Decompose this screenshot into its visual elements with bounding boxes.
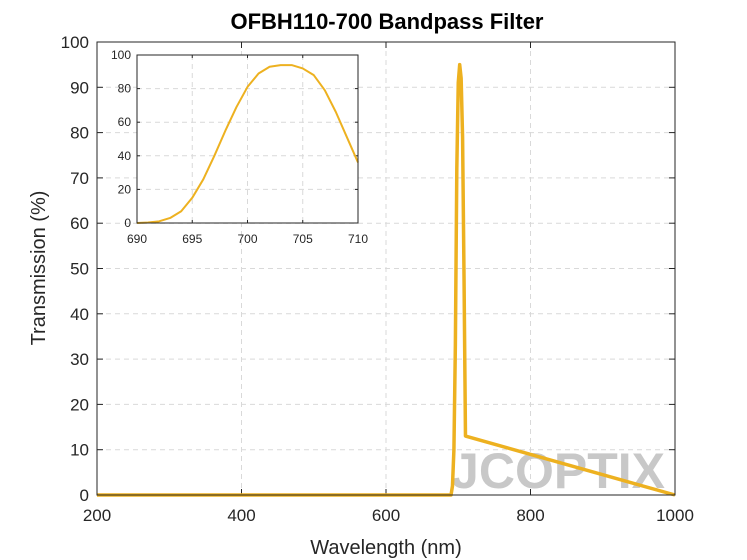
main-y-tick-label: 30 [70,350,89,369]
inset-plot-frame [136,54,359,224]
main-grid [97,42,675,495]
inset-y-tick-label: 100 [111,48,131,62]
watermark: JCOPTIX [451,443,665,499]
inset-y-tick-label: 20 [118,182,132,196]
main-y-tick-label: 90 [70,78,89,97]
inset-y-tick-label: 60 [118,115,132,129]
inset-x-tick-label: 710 [348,232,368,246]
main-y-tick-label: 100 [61,33,89,52]
main-y-tick-label: 0 [80,486,89,505]
inset-y-tick-label: 40 [118,149,132,163]
inset-x-tick-label: 705 [293,232,313,246]
inset-x-tick-label: 695 [182,232,202,246]
main-x-tick-label: 200 [83,506,111,525]
inset-x-tick-label: 700 [237,232,257,246]
chart-title: OFBH110-700 Bandpass Filter [230,9,543,34]
main-y-tick-label: 50 [70,260,89,279]
inset-series-line [136,64,359,224]
main-x-tick-label: 600 [372,506,400,525]
main-y-tick-label: 60 [70,214,89,233]
main-y-tick-label: 20 [70,395,89,414]
x-axis-label: Wavelength (nm) [310,537,462,559]
main-x-tick-label: 1000 [656,506,694,525]
main-y-tick-label: 70 [70,169,89,188]
y-axis-label: Transmission (%) [28,191,50,346]
inset-y-tick-label: 0 [124,216,131,230]
main-y-tick-label: 40 [70,305,89,324]
inset-ticks: 690 695 700 705 710 0 20 40 60 80 100 [111,48,368,246]
main-y-tick-label: 80 [70,124,89,143]
main-y-tick-label: 10 [70,441,89,460]
main-x-tick-label: 400 [227,506,255,525]
inset-y-tick-label: 80 [118,82,132,96]
inset-x-tick-label: 690 [127,232,147,246]
main-series-line [97,62,676,497]
main-x-tick-label: 800 [516,506,544,525]
main-plot-frame [96,41,676,496]
